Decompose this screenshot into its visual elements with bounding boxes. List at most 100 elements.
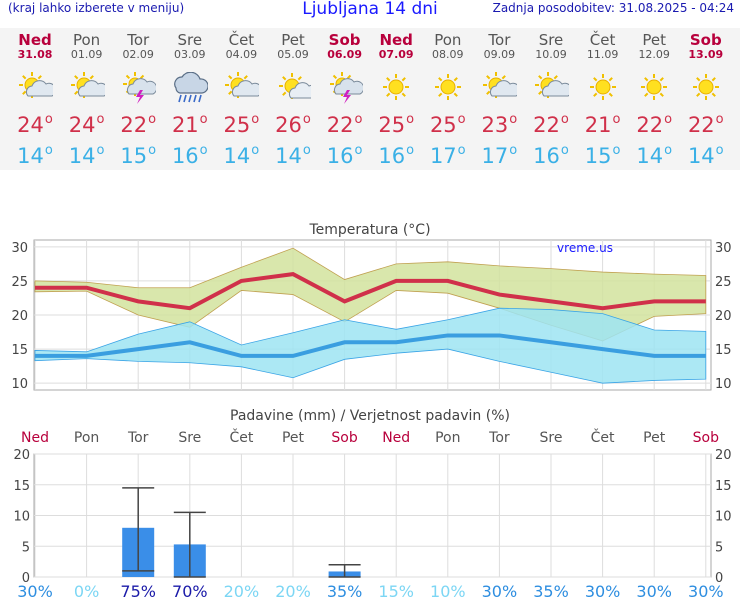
thunderstorm-icon: [327, 72, 364, 104]
y-tick-label: 15: [11, 343, 28, 358]
day-name: Ned: [379, 31, 413, 49]
min-temperature: 14o: [223, 143, 260, 168]
day-date: 13.09: [688, 48, 724, 61]
precip-probability: 70%: [172, 582, 208, 600]
x-tick-label: Sob: [693, 430, 719, 446]
y-tick-label-right: 5: [715, 540, 723, 555]
max-temperature: 21o: [171, 112, 208, 137]
day-date: 06.09: [327, 48, 362, 61]
forecast-band: [0, 28, 740, 170]
x-tick-label: Ned: [382, 430, 410, 446]
precip-probability: 35%: [327, 582, 363, 600]
sunny-icon: [430, 72, 466, 104]
y-tick-label: 25: [11, 275, 28, 290]
partly-cloudy-icon: [17, 72, 57, 104]
partly-cloudy-icon: [69, 72, 108, 104]
day-date: 12.09: [638, 48, 670, 61]
min-temperature: 17o: [429, 143, 466, 168]
max-temperature: 25o: [429, 112, 466, 137]
min-temperature: 16o: [533, 143, 569, 168]
precip-probability: 20%: [224, 582, 260, 600]
max-temperature: 22o: [326, 112, 363, 137]
y-tick-label-right: 30: [715, 241, 732, 256]
day-column: Ned 31.08: [9, 32, 61, 61]
day-column: Pet 05.09: [267, 32, 319, 61]
max-temperature-line: [35, 272, 706, 311]
max-temperature: 22o: [687, 112, 724, 137]
day-column: Tor 02.09: [112, 32, 164, 61]
min-temperature: 14o: [275, 143, 311, 168]
day-name: Ned: [18, 31, 52, 49]
y-tick-label: 10: [13, 510, 30, 525]
day-column: Pet 12.09: [628, 32, 680, 61]
day-date: 02.09: [122, 48, 154, 61]
min-temperature-line: [35, 333, 706, 358]
precip-probability: 30%: [585, 582, 621, 600]
min-temperature: 15o: [584, 143, 621, 168]
max-temperature: 22o: [533, 112, 569, 137]
y-tick-label-right: 10: [715, 377, 732, 392]
day-name: Sre: [538, 31, 564, 49]
precip-probability: 35%: [533, 582, 569, 600]
day-column: Pon 08.09: [422, 32, 474, 61]
y-tick-label: 30: [11, 241, 28, 256]
min-range-band: [34, 307, 707, 384]
y-tick-label-right: 25: [715, 275, 732, 290]
partly-cloudy-icon: [481, 72, 521, 104]
day-name: Pet: [281, 31, 305, 49]
page-title: Ljubljana 14 dni: [302, 0, 438, 19]
y-tick-label-right: 20: [715, 309, 732, 324]
x-tick-label: Čet: [229, 428, 253, 446]
max-temperature: 26o: [275, 112, 311, 137]
y-tick-label-right: 10: [715, 510, 732, 525]
thunderstorm-icon: [120, 72, 158, 104]
rain-icon: [172, 71, 209, 104]
watermark: vreme.us: [557, 241, 613, 255]
min-temperature: 15o: [120, 143, 157, 168]
max-temperature: 21o: [584, 112, 621, 137]
day-name: Čet: [228, 31, 255, 49]
sunny-icon: [378, 72, 414, 104]
precip-probability: 15%: [378, 582, 414, 600]
day-column: Sob 06.09: [319, 32, 371, 61]
day-date: 04.09: [225, 48, 258, 61]
day-column: Ned 07.09: [370, 32, 422, 61]
min-temperature: 17o: [481, 143, 518, 168]
day-column: Sob 13.09: [680, 32, 732, 61]
x-tick-label: Čet: [591, 428, 615, 446]
precip-probability: 30%: [17, 582, 53, 600]
precip-probability: 30%: [636, 582, 672, 600]
max-temperature: 24o: [17, 112, 53, 137]
x-tick-label: Pon: [74, 430, 99, 446]
min-temperature: 16o: [326, 143, 363, 168]
day-name: Sob: [689, 31, 722, 49]
sunny-icon: [688, 72, 724, 104]
day-column: Pon 01.09: [61, 32, 113, 61]
day-column: Sre 10.09: [525, 32, 577, 61]
last-updated: Zadnja posodobitev: 31.08.2025 - 04:24: [492, 1, 734, 15]
mostly-sunny-icon: [275, 72, 320, 104]
min-temperature: 16o: [171, 143, 208, 168]
day-name: Pon: [72, 31, 101, 49]
min-temperature: 14o: [17, 143, 53, 168]
y-tick-label-right: 15: [715, 479, 732, 494]
temperature-chart: 10 10 15 15 20 20 25 25 30 30 Temperatura (°C) vrem…: [11, 222, 732, 392]
day-name: Tor: [488, 31, 511, 49]
x-tick-label: Pet: [282, 430, 305, 446]
precip-probability: 75%: [120, 582, 156, 600]
location-hint: (kraj lahko izberete v meniju): [8, 1, 185, 15]
day-name: Sob: [328, 31, 361, 49]
x-tick-label: Pon: [435, 430, 460, 446]
day-date: 09.09: [483, 48, 516, 61]
y-tick-label-right: 20: [715, 448, 732, 463]
x-tick-label: Sob: [331, 430, 357, 446]
min-temperature: 14o: [687, 143, 724, 168]
min-temperature: 14o: [636, 143, 673, 168]
day-column: Čet 11.09: [577, 32, 629, 61]
sunny-icon: [585, 72, 621, 104]
partly-cloudy-icon: [533, 72, 573, 104]
chart-title: Padavine (mm) / Verjetnost padavin (%): [230, 408, 510, 424]
day-column: Tor 09.09: [473, 32, 525, 61]
day-name: Pon: [434, 31, 462, 49]
y-tick-label: 20: [13, 448, 30, 463]
